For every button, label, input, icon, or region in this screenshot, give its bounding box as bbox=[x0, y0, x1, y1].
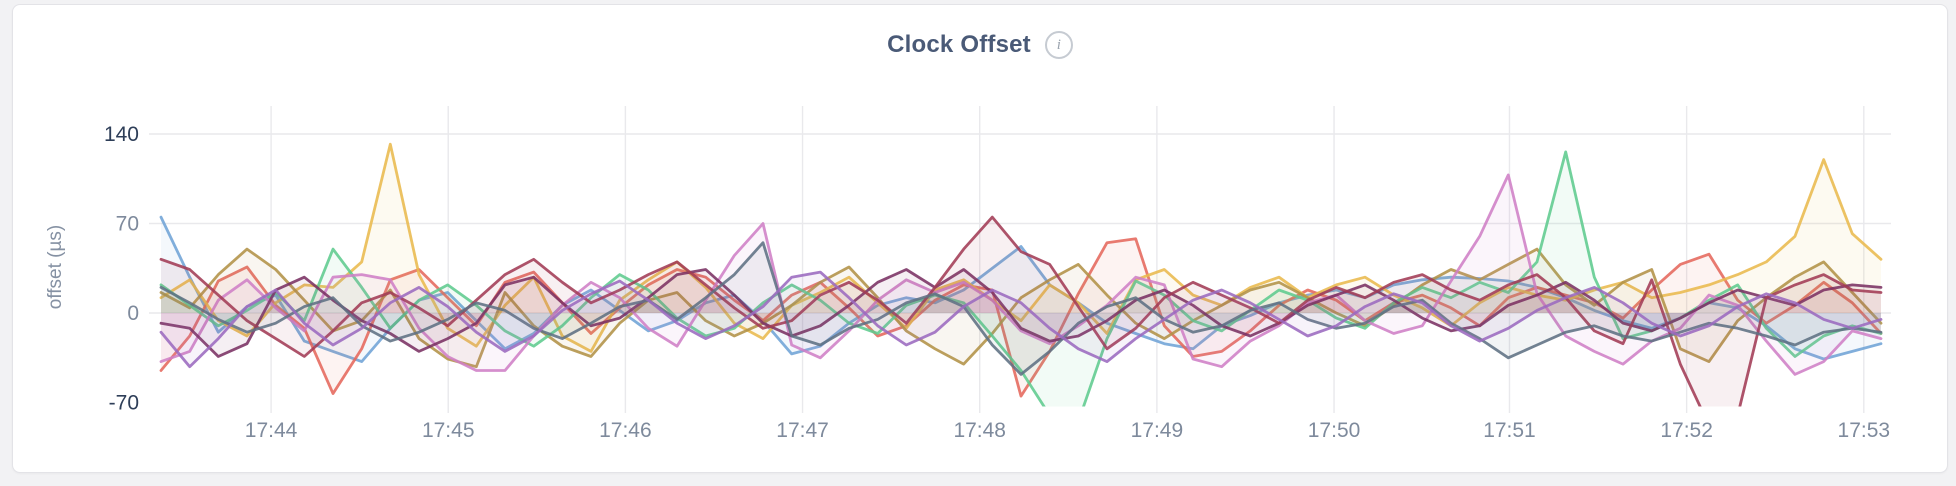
series-line-series-1 bbox=[159, 215, 1883, 363]
x-tick-label-17:48: 17:48 bbox=[953, 419, 1006, 442]
series-line-series-5 bbox=[159, 150, 1883, 407]
series-area-series-8 bbox=[161, 217, 1881, 407]
series-group bbox=[159, 142, 1883, 407]
y-tick-label-70: 70 bbox=[116, 212, 139, 235]
x-tick-label-17:50: 17:50 bbox=[1308, 419, 1361, 442]
series-line-series-9 bbox=[159, 241, 1883, 376]
series-area-series-2 bbox=[161, 238, 1881, 397]
series-area-series-10 bbox=[161, 272, 1881, 367]
series-line-series-7 bbox=[159, 268, 1883, 358]
x-tick-label-17:49: 17:49 bbox=[1131, 419, 1184, 442]
y-tick-label--70: -70 bbox=[109, 392, 139, 415]
x-tick-label-17:51: 17:51 bbox=[1483, 419, 1536, 442]
clock-offset-chart[interactable]: 140 70 0 -70 17:44 17:45 17:46 17:47 17:48 17:49 1… bbox=[13, 5, 1947, 472]
chart-title: Clock Offset bbox=[887, 31, 1031, 58]
x-tick-label-17:46: 17:46 bbox=[599, 419, 652, 442]
x-tick-label-17:45: 17:45 bbox=[422, 419, 475, 442]
series-line-series-4 bbox=[159, 247, 1883, 369]
series-line-series-6 bbox=[159, 173, 1883, 376]
series-line-series-2 bbox=[159, 237, 1883, 398]
series-area-series-1 bbox=[161, 217, 1881, 362]
series-line-series-8 bbox=[159, 215, 1883, 407]
x-tick-label-17:44: 17:44 bbox=[245, 419, 298, 442]
info-icon[interactable]: i bbox=[1044, 31, 1073, 59]
series-area-series-9 bbox=[161, 242, 1881, 375]
x-tick-label-17:52: 17:52 bbox=[1660, 419, 1713, 442]
series-area-series-7 bbox=[161, 269, 1881, 357]
series-line-series-3 bbox=[159, 142, 1883, 353]
clock-offset-panel: Clock Offset i 140 70 0 -70 17:44 17:45 17:46 1… bbox=[12, 4, 1948, 473]
x-tick-label-17:47: 17:47 bbox=[776, 419, 829, 442]
x-tick-label-17:53: 17:53 bbox=[1838, 419, 1891, 442]
chart-header: Clock Offset i bbox=[13, 31, 1947, 59]
y-axis-label: offset (µs) bbox=[45, 225, 66, 310]
series-area-series-5 bbox=[161, 151, 1881, 407]
y-tick-label-140: 140 bbox=[104, 123, 139, 146]
chart-svg: 140 70 0 -70 17:44 17:45 17:46 17:47 17:48 17:49 1… bbox=[45, 106, 1891, 442]
y-tick-label-0: 0 bbox=[127, 302, 139, 325]
series-line-series-10 bbox=[159, 270, 1883, 369]
